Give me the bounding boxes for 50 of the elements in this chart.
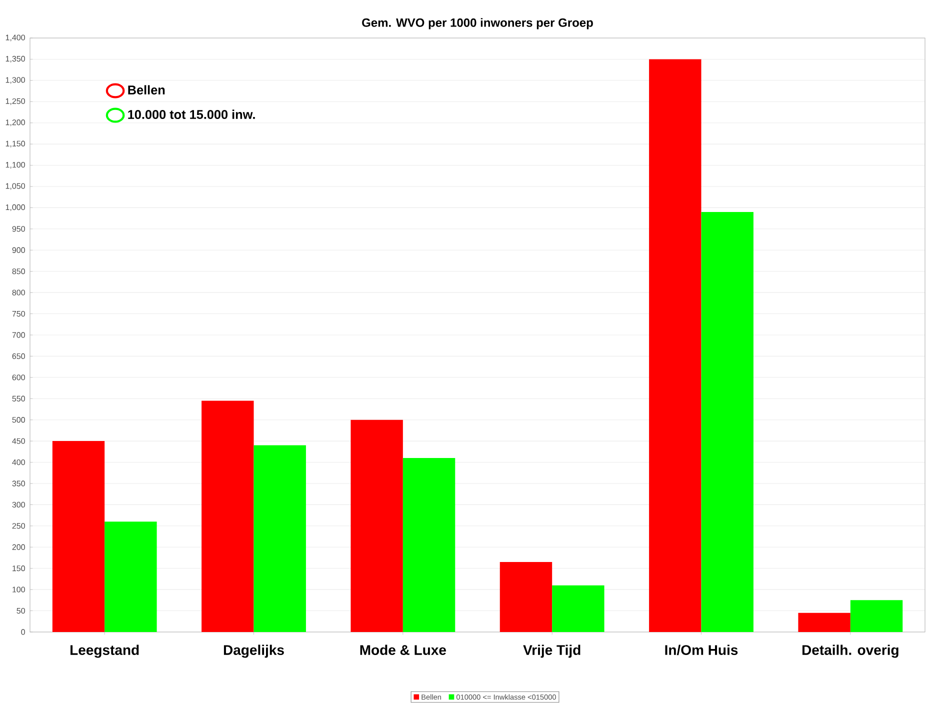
y-tick-label: 1,000 xyxy=(6,204,25,212)
y-tick-label: 550 xyxy=(12,396,25,402)
bar xyxy=(254,445,306,632)
y-tick-label: 300 xyxy=(12,502,25,508)
y-tick-label: 1,150 xyxy=(6,140,25,148)
y-tick-label: 200 xyxy=(12,544,25,550)
y-tick-label: 1,250 xyxy=(6,98,25,105)
y-tick-label: 450 xyxy=(12,438,25,444)
y-tick-label: 700 xyxy=(12,332,25,338)
y-tick-label: 150 xyxy=(12,566,25,572)
bar xyxy=(850,600,903,632)
y-tick-label: 1,350 xyxy=(6,56,25,63)
x-tick-label: Vrije Tijd xyxy=(523,644,580,658)
y-tick-label: 900 xyxy=(12,247,25,253)
y-tick-label: 1,100 xyxy=(6,162,25,169)
bar xyxy=(798,612,850,632)
y-tick-label: 1,200 xyxy=(6,120,25,126)
y-tick-label: 50 xyxy=(16,608,25,614)
y-tick-label: 950 xyxy=(12,226,25,232)
bar xyxy=(402,458,456,632)
y-tick-label: 100 xyxy=(12,586,25,592)
y-tick-label: 650 xyxy=(12,353,25,360)
y-tick-label: 500 xyxy=(12,417,25,423)
chart-title: Gem. WVO per 1000 inwoners per Groep xyxy=(362,18,593,30)
bar xyxy=(552,585,604,632)
x-tick-label: Leegstand xyxy=(70,644,139,658)
y-tick-label: 1,300 xyxy=(6,77,25,84)
bar xyxy=(350,420,403,632)
y-tick-label: 750 xyxy=(12,310,25,317)
bar xyxy=(202,400,254,632)
y-tick-label: 850 xyxy=(12,268,25,274)
bar xyxy=(701,212,754,632)
legend-label: 10.000 tot 15.000 inw. xyxy=(128,110,255,119)
y-tick-label: 0 xyxy=(21,629,25,635)
y-tick-label: 600 xyxy=(12,374,25,380)
x-tick-label: In/Om Huis xyxy=(665,644,738,656)
y-tick-label: 400 xyxy=(12,459,25,466)
x-tick-label: Mode & Luxe xyxy=(360,644,446,655)
y-tick-label: 1,050 xyxy=(6,183,25,190)
y-tick-label: 800 xyxy=(12,290,25,296)
bar xyxy=(500,562,552,632)
bar xyxy=(52,441,105,632)
x-tick-label: Dagelijks xyxy=(224,644,284,658)
bar xyxy=(649,59,702,632)
y-tick-label: 1,400 xyxy=(6,34,25,42)
y-tick-label: 250 xyxy=(12,523,25,529)
x-tick-label: Detailh. overig xyxy=(802,644,898,658)
bar xyxy=(104,522,157,632)
legend-label: Bellen xyxy=(128,85,165,94)
y-tick-label: 350 xyxy=(12,480,25,486)
